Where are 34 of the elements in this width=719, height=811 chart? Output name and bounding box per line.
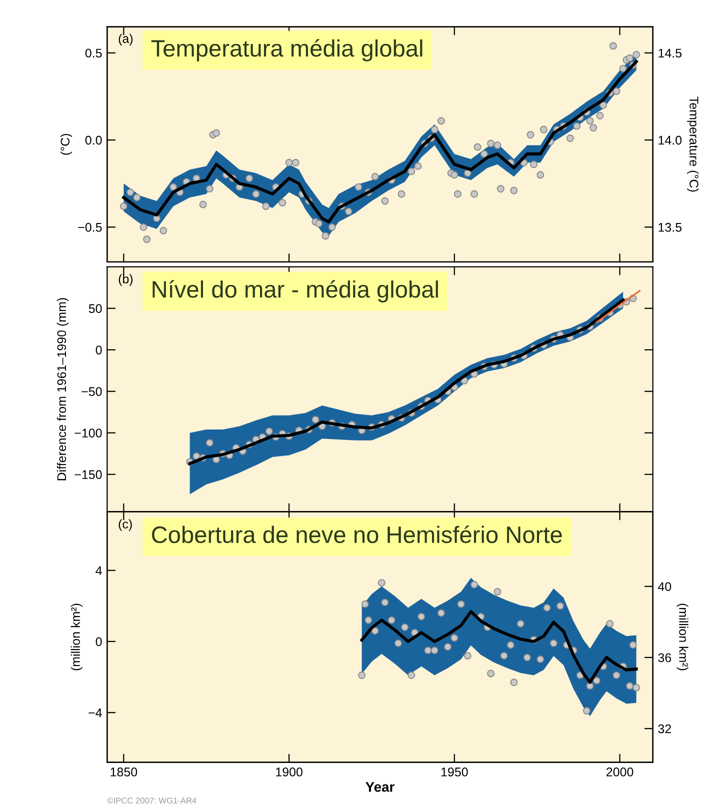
chart-title: Temperatura média global [151, 39, 422, 62]
y-tick-label: −150 [74, 470, 102, 480]
y2-tick-label: 36 [658, 653, 672, 662]
y-axis-title: Difference from 1961–1990 (mm) [56, 298, 69, 480]
y2-axis-title: Temperature (°C) [687, 96, 699, 192]
y-axis-title: (million km²) [70, 604, 82, 670]
text: Nível do mar - média global [152, 280, 438, 302]
y2-tick-label: 14.0 [658, 136, 682, 145]
y2-tick-label: 32 [658, 724, 671, 734]
y-tick-label: 50 [88, 304, 102, 313]
annotation: (a) [118, 34, 133, 46]
y2-axis-title: (million km²) [676, 604, 688, 670]
y-tick-label: −50 [82, 387, 102, 396]
x-axis-title: Year [366, 782, 394, 792]
y2-tick-label: 14.5 [658, 48, 682, 58]
y-axis-title: (°C) [60, 134, 72, 155]
y-tick-label: 0 [96, 346, 102, 354]
y-tick-label: −100 [74, 428, 102, 438]
x-tick-label: 1950 [441, 768, 468, 776]
y-tick-label: 0.0 [85, 136, 102, 145]
y2-tick-label: 40 [658, 582, 672, 592]
y-tick-label: 4 [96, 566, 102, 575]
y-tick-label: −4 [88, 708, 102, 718]
chart-title: Cobertura de neve no Hemisfério Norte [152, 526, 562, 544]
x-tick-label: 2000 [606, 768, 634, 776]
x-tick-label: 1900 [276, 768, 302, 776]
y-tick-label: −0.5 [78, 222, 102, 232]
annotation: (c) [118, 519, 132, 531]
y2-tick-label: 13.5 [658, 222, 682, 232]
text: ©IPCC 2007: WG1-AR4 [107, 798, 196, 804]
y-tick-label: 0 [96, 637, 102, 646]
annotation: (b) [118, 274, 133, 286]
x-tick-label: 1850 [110, 768, 138, 776]
y-tick-label: 0.5 [85, 48, 102, 58]
